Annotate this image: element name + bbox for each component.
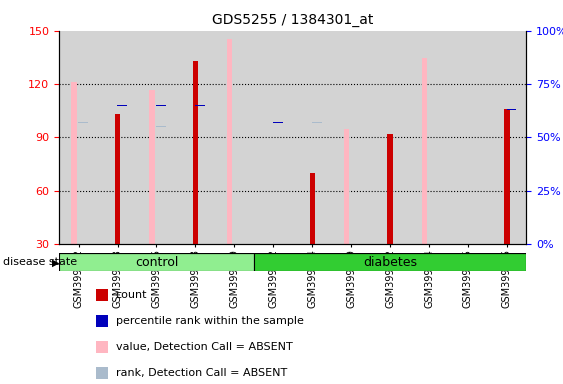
Bar bbox=[387, 134, 393, 244]
Bar bbox=[96, 289, 108, 301]
Bar bbox=[115, 114, 120, 244]
Bar bbox=[157, 126, 166, 127]
Text: disease state: disease state bbox=[3, 257, 77, 267]
Text: control: control bbox=[135, 256, 178, 268]
Bar bbox=[507, 109, 516, 110]
Bar bbox=[312, 120, 322, 121]
Bar bbox=[96, 341, 108, 353]
Bar bbox=[149, 90, 154, 244]
Text: value, Detection Call = ABSENT: value, Detection Call = ABSENT bbox=[116, 342, 293, 352]
Bar bbox=[59, 253, 254, 271]
Text: count: count bbox=[116, 290, 148, 300]
Bar bbox=[234, 120, 244, 121]
Bar bbox=[96, 315, 108, 327]
Bar bbox=[344, 129, 349, 244]
Bar bbox=[254, 253, 526, 271]
Bar bbox=[96, 367, 108, 379]
Bar bbox=[193, 61, 198, 244]
Title: GDS5255 / 1384301_at: GDS5255 / 1384301_at bbox=[212, 13, 373, 27]
Bar bbox=[227, 39, 233, 244]
Bar bbox=[310, 173, 315, 244]
Bar bbox=[71, 82, 77, 244]
Text: diabetes: diabetes bbox=[363, 256, 417, 268]
Bar bbox=[504, 109, 510, 244]
Bar bbox=[465, 244, 471, 247]
Text: rank, Detection Call = ABSENT: rank, Detection Call = ABSENT bbox=[116, 368, 287, 378]
Text: ▶: ▶ bbox=[52, 257, 60, 267]
Text: percentile rank within the sample: percentile rank within the sample bbox=[116, 316, 303, 326]
Bar bbox=[422, 58, 427, 244]
Bar bbox=[195, 105, 205, 106]
Bar bbox=[117, 105, 127, 106]
Bar bbox=[157, 105, 166, 106]
